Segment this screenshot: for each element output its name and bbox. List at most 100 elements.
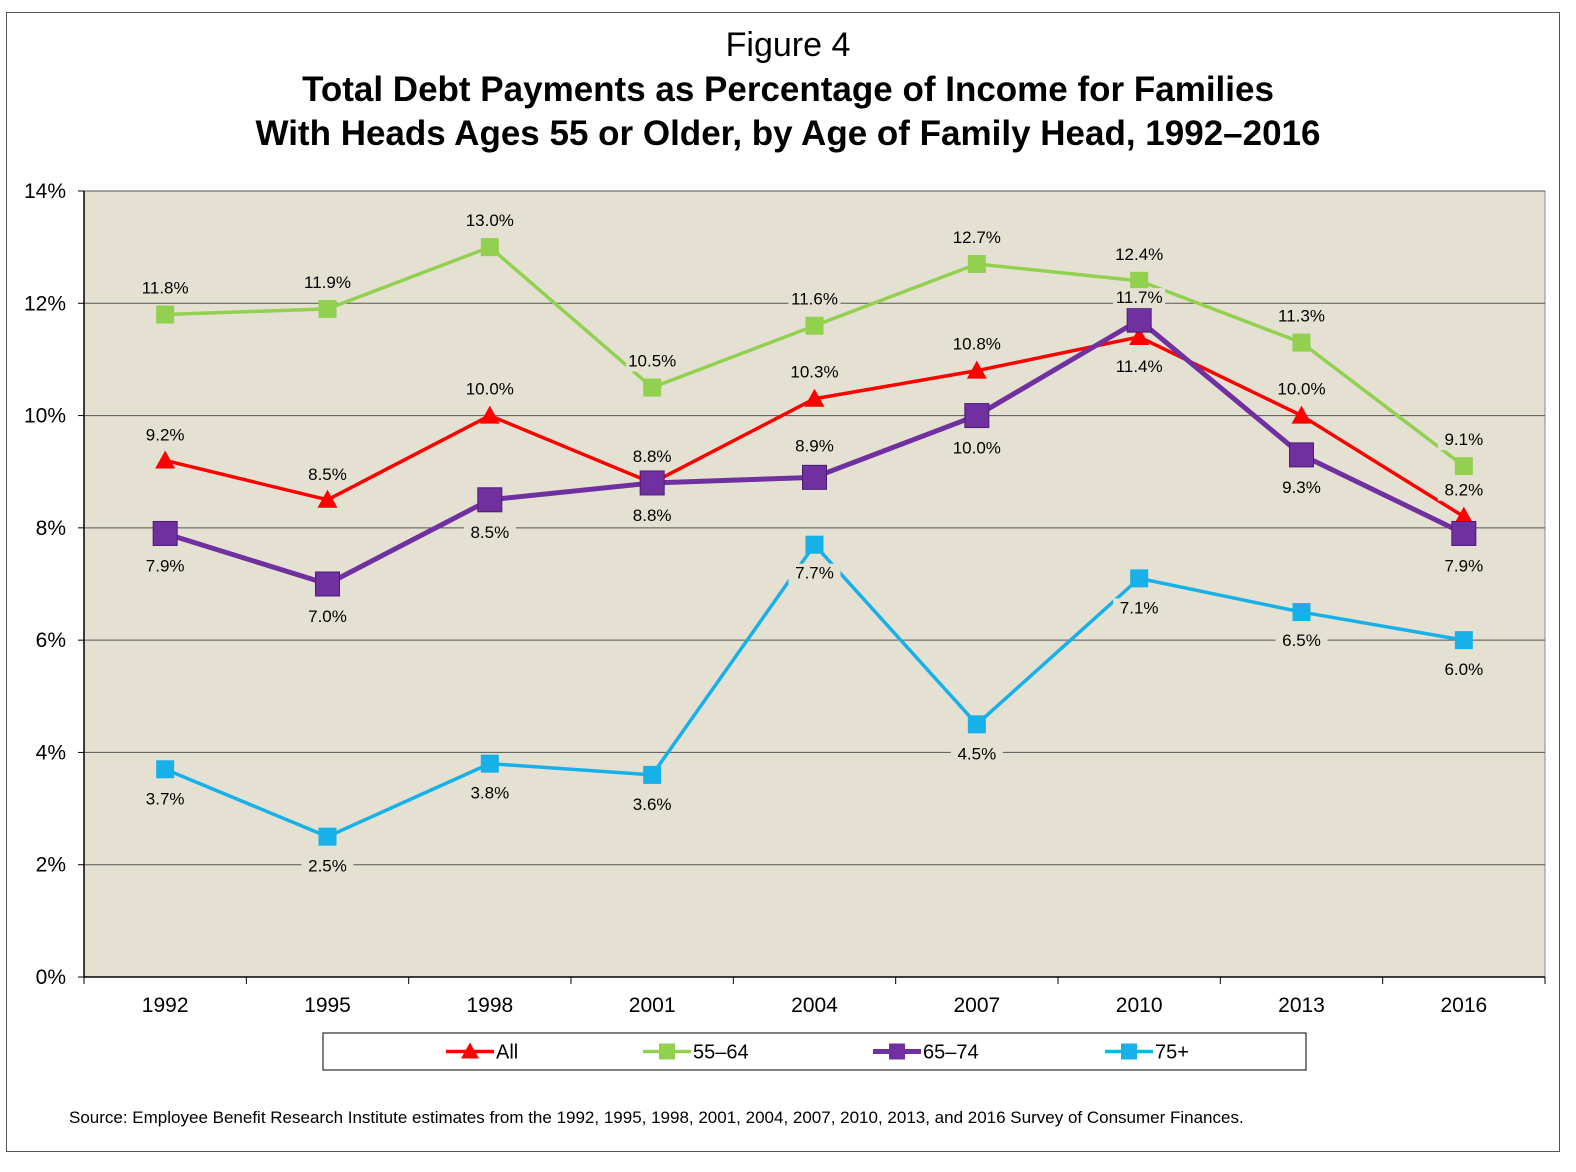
data-point-marker	[156, 760, 175, 779]
data-label-bg	[788, 436, 841, 457]
data-label: 7.9%	[146, 556, 185, 575]
data-point-marker	[152, 520, 178, 546]
y-tick-label: 8%	[36, 517, 66, 540]
series-75+: 3.7% 2.5% 3.8% 3.6% 7.7% 4.5% 7.1% 6.5% 6.0%	[139, 535, 1490, 877]
data-label-bg	[301, 856, 354, 877]
data-label-bg	[463, 522, 516, 543]
y-tick-label: 6%	[36, 629, 66, 652]
data-label-bg	[1113, 598, 1166, 619]
data-label: 7.0%	[308, 607, 347, 626]
data-point-marker	[805, 316, 824, 335]
legend-label-55–64: 55–64	[693, 1042, 749, 1064]
data-label: 8.8%	[633, 447, 672, 466]
data-label: 10.8%	[953, 335, 1001, 354]
data-point-marker	[1130, 271, 1149, 290]
data-label-bg	[626, 794, 679, 815]
data-point-marker	[1130, 569, 1149, 588]
data-label-bg	[1437, 556, 1490, 577]
data-label: 6.5%	[1282, 631, 1321, 650]
data-label: 11.8%	[142, 279, 189, 298]
data-label: 8.5%	[470, 523, 509, 542]
y-tick-label: 2%	[36, 854, 66, 877]
data-label-bg	[1275, 631, 1328, 652]
data-label: 11.9%	[304, 273, 351, 292]
data-label: 4.5%	[957, 744, 996, 763]
data-point-marker	[964, 403, 990, 429]
x-tick-label: 2013	[1278, 994, 1325, 1017]
legend-marker-75+	[1121, 1043, 1137, 1060]
data-label-bg	[950, 438, 1003, 459]
data-label: 8.9%	[795, 436, 834, 455]
data-point-marker	[1292, 333, 1311, 352]
legend-label-All: All	[496, 1042, 518, 1064]
y-tick-label: 14%	[24, 180, 66, 203]
data-point-marker	[804, 388, 825, 407]
x-tick-label: 2001	[629, 994, 676, 1017]
x-tick-label: 1992	[142, 994, 189, 1017]
data-label-bg	[301, 272, 354, 293]
data-point-marker	[1454, 631, 1473, 650]
data-label: 9.1%	[1444, 430, 1483, 449]
data-label-bg	[788, 563, 841, 584]
data-point-marker	[967, 715, 986, 734]
x-tick-label: 2004	[791, 994, 838, 1017]
data-point-marker	[966, 360, 987, 379]
data-point-marker	[805, 535, 824, 554]
data-label: 11.3%	[1278, 307, 1325, 326]
y-tick-label: 12%	[24, 292, 66, 315]
data-point-marker	[1292, 603, 1311, 622]
data-label: 13.0%	[466, 211, 514, 230]
data-point-marker	[639, 470, 665, 496]
data-point-marker	[318, 299, 337, 318]
data-label: 10.0%	[466, 380, 514, 399]
data-label: 9.3%	[1282, 478, 1321, 497]
x-tick-label: 2010	[1116, 994, 1163, 1017]
data-label: 6.0%	[1444, 660, 1483, 679]
data-label: 11.6%	[791, 290, 838, 309]
data-label-bg	[463, 379, 516, 400]
data-label-bg	[950, 334, 1003, 355]
data-label-bg	[301, 607, 354, 627]
chart-title-line-1: Total Debt Payments as Percentage of Inc…	[302, 70, 1274, 109]
legend-marker-All	[461, 1042, 479, 1059]
y-tick-label: 0%	[36, 966, 66, 989]
data-point-marker	[1126, 307, 1152, 333]
data-point-marker	[318, 827, 337, 846]
data-point-marker	[479, 405, 500, 424]
data-point-marker	[156, 305, 175, 324]
data-label: 8.8%	[633, 506, 672, 525]
data-label: 11.4%	[1116, 357, 1163, 376]
data-point-marker	[317, 489, 338, 508]
data-label: 2.5%	[308, 857, 347, 876]
legend-marker-55–64	[659, 1043, 675, 1060]
data-label-bg	[950, 227, 1003, 248]
legend-label-65–74: 65–74	[923, 1042, 979, 1064]
data-label-bg	[139, 425, 192, 446]
data-label: 3.8%	[470, 784, 509, 803]
data-label-bg	[626, 351, 679, 372]
data-label-bg	[626, 446, 679, 467]
data-point-marker	[1291, 405, 1312, 424]
data-label: 7.1%	[1120, 598, 1159, 617]
data-label-bg	[139, 789, 192, 810]
data-label: 10.0%	[1277, 380, 1325, 399]
series-65–74: 7.9% 7.0% 8.5% 8.8% 8.9% 10.0% 11.7% 9.3% 7.9%	[139, 288, 1490, 627]
data-label-bg	[788, 362, 841, 383]
data-label: 10.3%	[790, 363, 838, 382]
x-tick-label: 1995	[304, 994, 351, 1017]
x-tick-label: 1998	[466, 994, 513, 1017]
legend-label-75+: 75+	[1155, 1042, 1189, 1064]
data-point-marker	[1451, 520, 1477, 546]
data-label-bg	[788, 289, 841, 310]
data-label: 11.7%	[1116, 288, 1163, 307]
data-label-bg	[139, 278, 192, 299]
data-label-bg	[1437, 430, 1490, 451]
legend-marker-65–74	[889, 1043, 905, 1060]
y-tick-label: 10%	[24, 405, 66, 428]
data-point-marker	[480, 754, 499, 773]
data-label-bg	[1113, 288, 1166, 309]
data-point-marker	[967, 254, 986, 273]
data-label-bg	[139, 556, 192, 577]
data-label: 12.7%	[953, 228, 1001, 247]
